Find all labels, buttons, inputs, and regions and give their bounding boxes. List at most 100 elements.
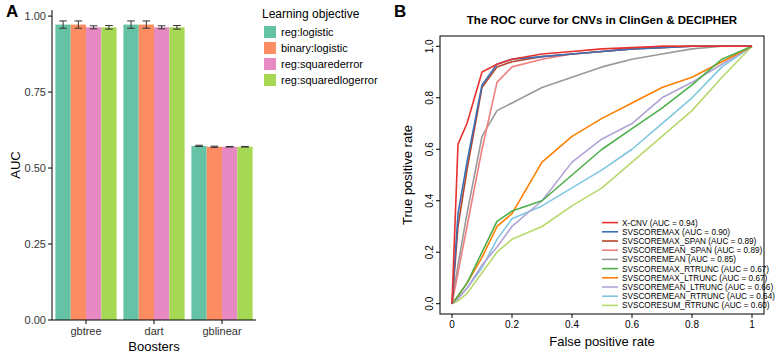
y-tick-label: 0.00 bbox=[25, 314, 46, 326]
legend: Learning objective reg:logistic binary:log… bbox=[262, 7, 378, 86]
x-axis-label: False positive rate bbox=[549, 334, 655, 349]
legend-line bbox=[602, 295, 618, 297]
x-tick bbox=[632, 314, 633, 318]
error-bar bbox=[226, 146, 234, 148]
error-cap bbox=[211, 147, 219, 148]
error-bar bbox=[173, 26, 181, 30]
y-tick-label: 0.8 bbox=[424, 90, 435, 104]
y-tick bbox=[436, 149, 440, 150]
bar bbox=[191, 146, 206, 320]
error-stem bbox=[108, 26, 109, 30]
legend: X-CNV (AUC = 0.94)SVSCOREMAX (AUC = 0.90… bbox=[602, 219, 775, 311]
error-bar bbox=[59, 21, 67, 28]
error-cap bbox=[105, 29, 113, 30]
error-bar bbox=[195, 145, 203, 146]
error-cap bbox=[90, 25, 98, 26]
bar bbox=[55, 25, 70, 320]
error-cap bbox=[241, 147, 249, 148]
error-cap bbox=[105, 25, 113, 26]
error-cap bbox=[90, 28, 98, 29]
legend-label: SVSCOREMEAN_SPAN (AUC = 0.89) bbox=[622, 246, 762, 255]
error-cap bbox=[75, 20, 83, 21]
x-tick-label: gblinear bbox=[202, 325, 241, 337]
legend-line bbox=[602, 305, 618, 307]
bar bbox=[237, 147, 252, 320]
legend-line bbox=[602, 222, 618, 224]
error-stem bbox=[63, 21, 64, 28]
error-stem bbox=[146, 21, 147, 28]
y-tick-label: 0.2 bbox=[424, 245, 435, 259]
figure: A0.000.250.500.751.00gbtreedartgblinearB… bbox=[0, 0, 778, 358]
legend-line bbox=[602, 249, 618, 251]
error-cap bbox=[75, 28, 83, 29]
error-bar bbox=[75, 21, 83, 28]
legend-label: binary:logistic bbox=[281, 42, 348, 54]
legend-line bbox=[602, 240, 618, 242]
error-cap bbox=[173, 25, 181, 26]
y-axis-line bbox=[52, 10, 53, 320]
legend-label: X-CNV (AUC = 0.94) bbox=[622, 219, 698, 228]
bar bbox=[71, 25, 86, 320]
x-tick-label: 1 bbox=[749, 319, 755, 330]
y-tick-label: 0.50 bbox=[25, 162, 46, 174]
legend-label: SVSCOREMAX_RTRUNC (AUC = 0.67) bbox=[622, 265, 769, 274]
error-cap bbox=[143, 28, 151, 29]
legend-swatch bbox=[264, 58, 276, 70]
error-cap bbox=[127, 28, 135, 29]
y-tick-label: 1.00 bbox=[25, 10, 46, 22]
error-bar bbox=[241, 146, 249, 148]
error-stem bbox=[131, 21, 132, 28]
error-cap bbox=[59, 28, 67, 29]
error-cap bbox=[226, 147, 234, 148]
legend-line bbox=[602, 286, 618, 288]
y-tick bbox=[436, 46, 440, 47]
bar bbox=[86, 27, 101, 320]
legend-title: Learning objective bbox=[262, 7, 360, 21]
legend-line bbox=[602, 277, 618, 279]
y-tick-label: 0.6 bbox=[424, 142, 435, 156]
error-cap bbox=[143, 20, 151, 21]
x-tick bbox=[86, 320, 87, 324]
x-tick bbox=[512, 314, 513, 318]
y-tick bbox=[48, 92, 52, 93]
legend-label: SVSCOREMAX_LTRUNC (AUC = 0.67) bbox=[622, 274, 767, 283]
panel-label: B bbox=[394, 2, 406, 21]
error-cap bbox=[59, 20, 67, 21]
legend-label: reg:squarederror bbox=[281, 58, 363, 70]
x-tick bbox=[452, 314, 453, 318]
y-tick-label: 0.75 bbox=[25, 86, 46, 98]
x-tick bbox=[752, 314, 753, 318]
x-tick bbox=[154, 320, 155, 324]
bars bbox=[55, 21, 252, 320]
x-axis-label: Boosters bbox=[128, 339, 180, 354]
legend-line bbox=[602, 259, 618, 261]
legend-label: SVSCOREMAX (AUC = 0.90) bbox=[622, 228, 730, 237]
error-cap bbox=[173, 29, 181, 30]
x-tick-label: gbtree bbox=[70, 325, 101, 337]
error-cap bbox=[195, 145, 203, 146]
x-tick-label: dart bbox=[145, 325, 164, 337]
bar bbox=[139, 25, 154, 320]
y-tick bbox=[48, 168, 52, 169]
panel-a: A0.000.250.500.751.00gbtreedartgblinearB… bbox=[6, 2, 378, 354]
legend-swatch bbox=[264, 42, 276, 54]
legend-label: SVSCOREMEAN (AUC = 0.85) bbox=[622, 255, 736, 264]
error-cap bbox=[211, 146, 219, 147]
y-tick bbox=[436, 97, 440, 98]
error-cap bbox=[127, 20, 135, 21]
legend-line bbox=[602, 268, 618, 270]
y-tick-label: 1.0 bbox=[424, 39, 435, 53]
y-tick bbox=[436, 252, 440, 253]
legend-swatch bbox=[264, 74, 276, 86]
y-tick bbox=[48, 16, 52, 17]
legend-label: reg:logistic bbox=[281, 26, 334, 38]
legend-label: SVSCOREMEAN_RTRUNC (AUC = 0.64) bbox=[622, 292, 775, 301]
error-bar bbox=[90, 26, 98, 29]
x-tick-label: 0.4 bbox=[565, 319, 579, 330]
y-axis-label: AUC bbox=[8, 151, 23, 178]
y-tick bbox=[436, 200, 440, 201]
bar bbox=[222, 147, 237, 320]
error-bar bbox=[158, 26, 166, 29]
error-cap bbox=[158, 28, 166, 29]
bar bbox=[207, 147, 222, 320]
